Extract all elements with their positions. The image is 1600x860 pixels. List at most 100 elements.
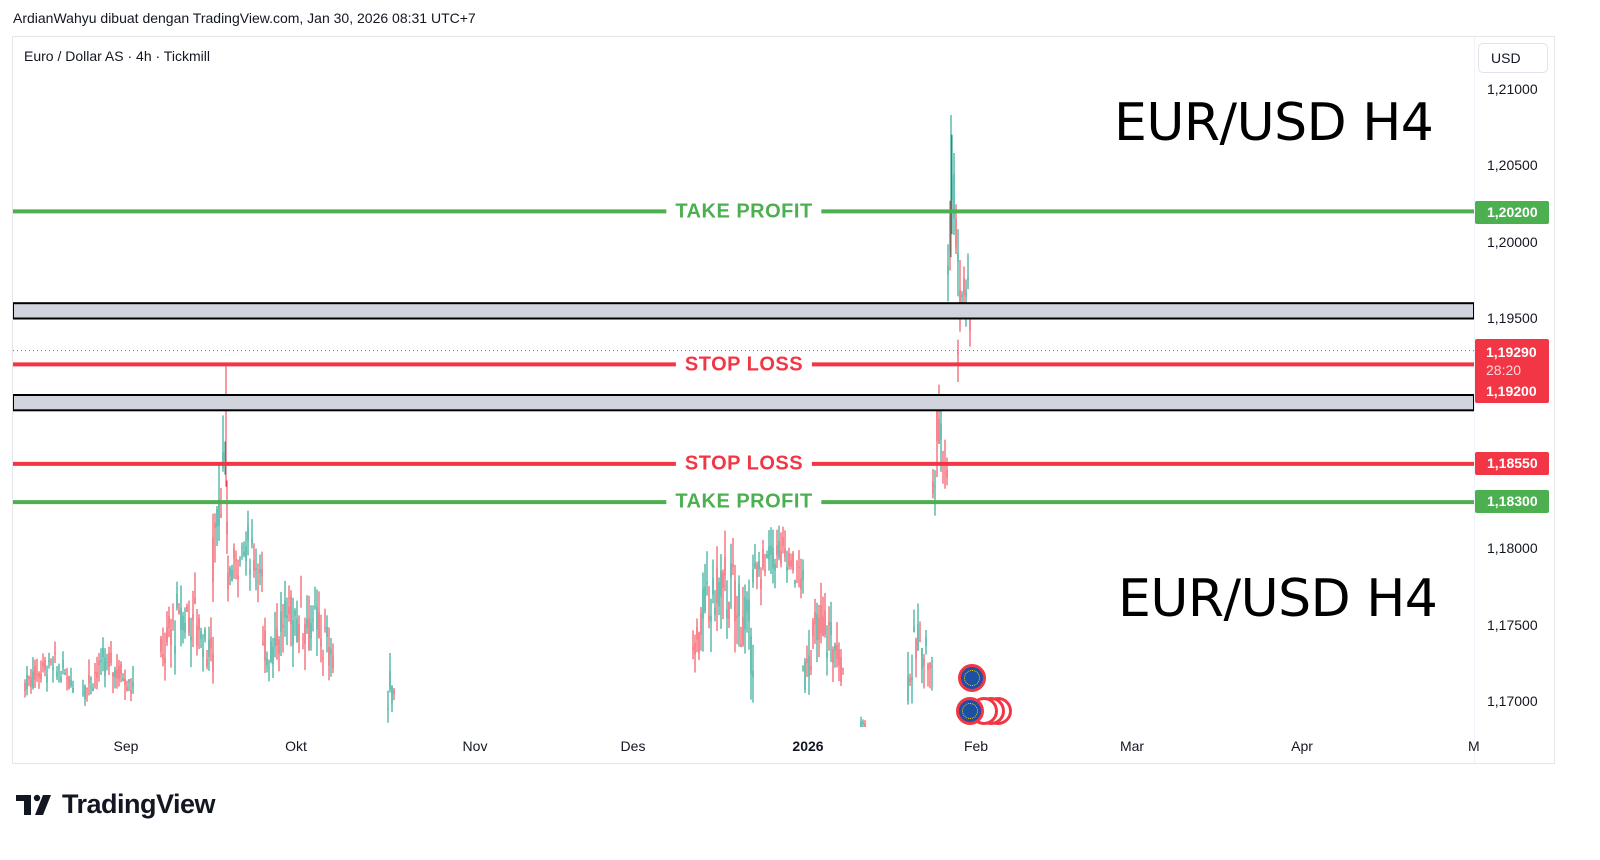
y-tick: 1,17500 <box>1487 617 1538 633</box>
y-tick: 1,18000 <box>1487 540 1538 556</box>
candle-body <box>953 174 955 219</box>
candle-body <box>278 639 280 654</box>
candle-body <box>282 624 284 628</box>
candle-body <box>72 687 74 693</box>
candle-body <box>84 685 86 700</box>
candle-body <box>30 677 32 687</box>
candle-body <box>826 652 828 658</box>
candle-body <box>114 669 116 678</box>
stop-loss-lower-label[interactable]: STOP LOSS <box>675 452 813 476</box>
x-tick: Mar <box>1119 738 1145 754</box>
candle-body <box>940 423 942 440</box>
candle-body <box>255 568 257 571</box>
candle-body <box>838 649 840 666</box>
x-tick: 2026 <box>792 738 824 754</box>
annotation-title-top[interactable]: EUR/USD H4 <box>1114 93 1434 153</box>
candle-body <box>241 547 243 549</box>
candle-body <box>314 605 316 607</box>
candle-body <box>738 583 740 616</box>
candle-body <box>788 553 790 567</box>
zone-band-2[interactable] <box>13 394 1475 412</box>
candle-body <box>776 545 778 555</box>
candle-body <box>706 582 708 584</box>
candle-body <box>794 580 796 584</box>
candle-body <box>810 665 812 670</box>
candle-body <box>766 554 768 559</box>
zone-band-1[interactable] <box>13 302 1475 320</box>
candle-body <box>196 626 198 646</box>
candle-body <box>832 649 834 663</box>
x-tick: Okt <box>285 738 307 754</box>
candle-body <box>200 631 202 640</box>
x-tick: Des <box>620 738 646 754</box>
candle-body <box>702 588 704 619</box>
candle-body <box>934 485 936 487</box>
chart-panel[interactable]: Euro / Dollar AS · 4h · Tickmill USD EUR… <box>12 36 1555 764</box>
candle-body <box>732 563 734 568</box>
x-tick: Apr <box>1291 738 1313 754</box>
candle-body <box>118 665 120 680</box>
candle-body <box>310 622 312 639</box>
candle-body <box>772 547 774 569</box>
candle-body <box>860 721 862 727</box>
candle-body <box>294 610 296 616</box>
candle-body <box>326 626 328 637</box>
candle-body <box>300 596 302 599</box>
candle-body <box>816 614 818 641</box>
currency-button[interactable]: USD <box>1478 43 1548 73</box>
candle-body <box>822 616 824 637</box>
candle-body <box>716 567 718 604</box>
candle-body <box>64 672 66 675</box>
candle-body <box>176 593 178 609</box>
candle-body <box>740 644 742 647</box>
candle-body <box>961 294 963 297</box>
candle-body <box>124 678 126 685</box>
candle-body <box>957 252 959 262</box>
candle-body <box>86 687 88 689</box>
candle-body <box>720 570 722 597</box>
candle-body <box>180 607 182 630</box>
candle-body <box>182 616 184 631</box>
candle-body <box>907 675 909 701</box>
symbol-legend[interactable]: Euro / Dollar AS · 4h · Tickmill <box>24 48 210 64</box>
candle-body <box>774 564 776 571</box>
candle-body <box>120 664 122 675</box>
take-profit-lower-price-tag: 1,18300 <box>1475 490 1549 513</box>
candle-body <box>742 616 744 646</box>
candle-body <box>828 622 830 626</box>
candle-body <box>170 629 172 645</box>
candle-body <box>730 562 732 578</box>
eu-event-flag-icon[interactable] <box>958 664 986 692</box>
candle-body <box>126 687 128 691</box>
candle-body <box>214 522 216 529</box>
take-profit-upper-label[interactable]: TAKE PROFIT <box>666 200 822 224</box>
candle-body <box>66 677 68 679</box>
candle-body <box>322 657 324 659</box>
candle-body <box>224 452 226 461</box>
candle-body <box>54 652 56 654</box>
annotation-title-bottom[interactable]: EUR/USD H4 <box>1118 569 1438 629</box>
candle-body <box>748 599 750 622</box>
eu-event-flag-icon[interactable] <box>956 697 984 725</box>
candle-body <box>50 662 52 664</box>
candle-body <box>929 662 931 668</box>
y-tick: 1,17000 <box>1487 693 1538 709</box>
candle-body <box>724 557 726 576</box>
tradingview-logo-icon <box>16 794 51 815</box>
candle-body <box>804 661 806 691</box>
take-profit-lower-label[interactable]: TAKE PROFIT <box>666 490 822 514</box>
candle-body <box>802 570 804 580</box>
candle-body <box>909 678 911 683</box>
y-tick: 1,19500 <box>1487 310 1538 326</box>
candle-body <box>744 596 746 630</box>
candle-body <box>168 615 170 628</box>
stop-loss-upper-label[interactable]: STOP LOSS <box>675 353 813 377</box>
candle-body <box>257 581 259 583</box>
candle-body <box>100 660 102 662</box>
candle-body <box>318 612 320 638</box>
x-tick: Nov <box>462 738 488 754</box>
candle-body <box>792 553 794 571</box>
candle-body <box>951 177 953 200</box>
last-price-value: 1,19290 <box>1486 344 1537 360</box>
candle-body <box>62 659 64 668</box>
